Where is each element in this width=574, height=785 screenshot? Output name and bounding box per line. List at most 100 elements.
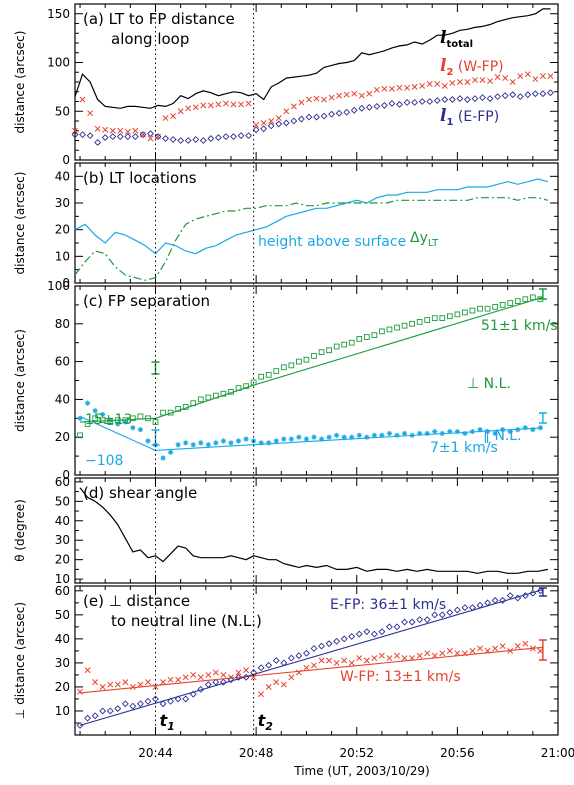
data-point: [499, 302, 506, 308]
panel-title: (d) shear angle: [83, 484, 197, 502]
data-point: [426, 80, 433, 87]
data-point: [373, 102, 381, 110]
data-point: [537, 647, 544, 654]
data-point: [162, 135, 169, 142]
data-point: [433, 97, 441, 104]
data-point: [371, 432, 377, 438]
data-point: [273, 438, 279, 444]
data-point: [502, 75, 509, 82]
data-point: [408, 618, 416, 626]
data-point: [160, 409, 166, 416]
data-point: [529, 294, 536, 301]
data-point: [439, 650, 446, 657]
y-tick-label: 0: [62, 468, 70, 482]
data-point: [396, 100, 403, 108]
data-point: [137, 427, 144, 433]
data-point: [501, 92, 509, 100]
data-point: [243, 436, 249, 442]
data-point: [492, 303, 498, 310]
data-point: [197, 396, 204, 403]
data-point: [403, 99, 411, 106]
data-point: [499, 596, 507, 604]
data-point: [340, 635, 348, 643]
data-point: [145, 438, 151, 444]
data-point: [348, 339, 355, 346]
panel-title: (c) FP separation: [83, 292, 210, 310]
x-tick-label: 20:56: [440, 746, 475, 760]
panel-title-line2: along loop: [111, 30, 189, 48]
y-tick-label: 10: [55, 704, 70, 718]
data-point: [393, 623, 401, 631]
data-point: [464, 79, 471, 85]
data-point: [380, 101, 388, 109]
data-point: [418, 98, 426, 105]
y-tick-label: 30: [55, 533, 70, 547]
data-point: [199, 137, 207, 144]
data-point: [462, 430, 468, 437]
y-tick-label: 20: [55, 430, 70, 444]
data-point: [311, 353, 317, 359]
data-point: [487, 78, 494, 84]
data-point: [471, 95, 479, 103]
data-point: [524, 71, 531, 78]
data-point: [235, 673, 242, 681]
panel-c: 0 20 40 60 80 100 distance (arcsec) (c) FP sepa…: [13, 279, 559, 482]
data-point: [243, 667, 250, 674]
data-point: [326, 657, 333, 664]
data-point: [366, 90, 373, 97]
data-point: [212, 669, 219, 676]
data-point: [94, 125, 101, 132]
data-point: [265, 683, 272, 690]
data-point: [155, 133, 161, 140]
y-tick-label: 60: [55, 355, 70, 369]
data-point: [115, 421, 121, 427]
data-point: [303, 356, 310, 363]
data-point: [311, 434, 317, 440]
y-tick-label: 10: [55, 249, 70, 263]
y-tick-label: 30: [55, 196, 70, 210]
data-point: [461, 604, 469, 612]
annotation: l2 (W-FP): [440, 56, 504, 78]
data-point: [243, 383, 249, 390]
data-point: [386, 623, 393, 631]
data-point: [363, 628, 371, 636]
data-point: [207, 102, 214, 109]
data-point: [205, 394, 212, 401]
data-point: [522, 640, 529, 647]
series-c-2: [79, 296, 544, 423]
data-point: [350, 106, 358, 114]
data-point: [177, 137, 185, 144]
data-point: [192, 136, 200, 143]
data-point: [107, 681, 114, 688]
data-point: [84, 667, 91, 674]
data-point: [441, 96, 449, 103]
y-tick-label: 80: [55, 317, 70, 331]
data-point: [469, 307, 476, 314]
data-point: [462, 309, 468, 316]
y-tick-label: 60: [55, 475, 70, 489]
data-point: [129, 683, 136, 690]
data-point: [431, 315, 438, 321]
data-point: [87, 110, 94, 117]
data-point: [434, 80, 441, 87]
y-axis-label: ⊥ distance (arcsec): [13, 602, 27, 719]
data-point: [394, 324, 400, 331]
annotation: E-FP: 36±1 km/s: [330, 597, 446, 613]
data-point: [252, 126, 260, 134]
data-point: [446, 608, 454, 616]
annotation: height above surface: [258, 234, 406, 250]
data-point: [235, 438, 242, 444]
data-point: [446, 647, 453, 654]
annotation: ⊥ N.L.: [467, 376, 511, 392]
data-point: [364, 434, 370, 440]
annotation: ΔyLT: [410, 230, 439, 249]
data-point: [99, 683, 106, 690]
data-point: [213, 440, 219, 446]
data-point: [230, 133, 237, 141]
data-point: [99, 707, 107, 715]
data-point: [124, 128, 131, 135]
data-point: [200, 102, 207, 109]
y-tick-label: 20: [55, 223, 70, 237]
panel-a: 0 50 100 150 distance (arcsec) (a) LT to FP d…: [13, 3, 559, 167]
